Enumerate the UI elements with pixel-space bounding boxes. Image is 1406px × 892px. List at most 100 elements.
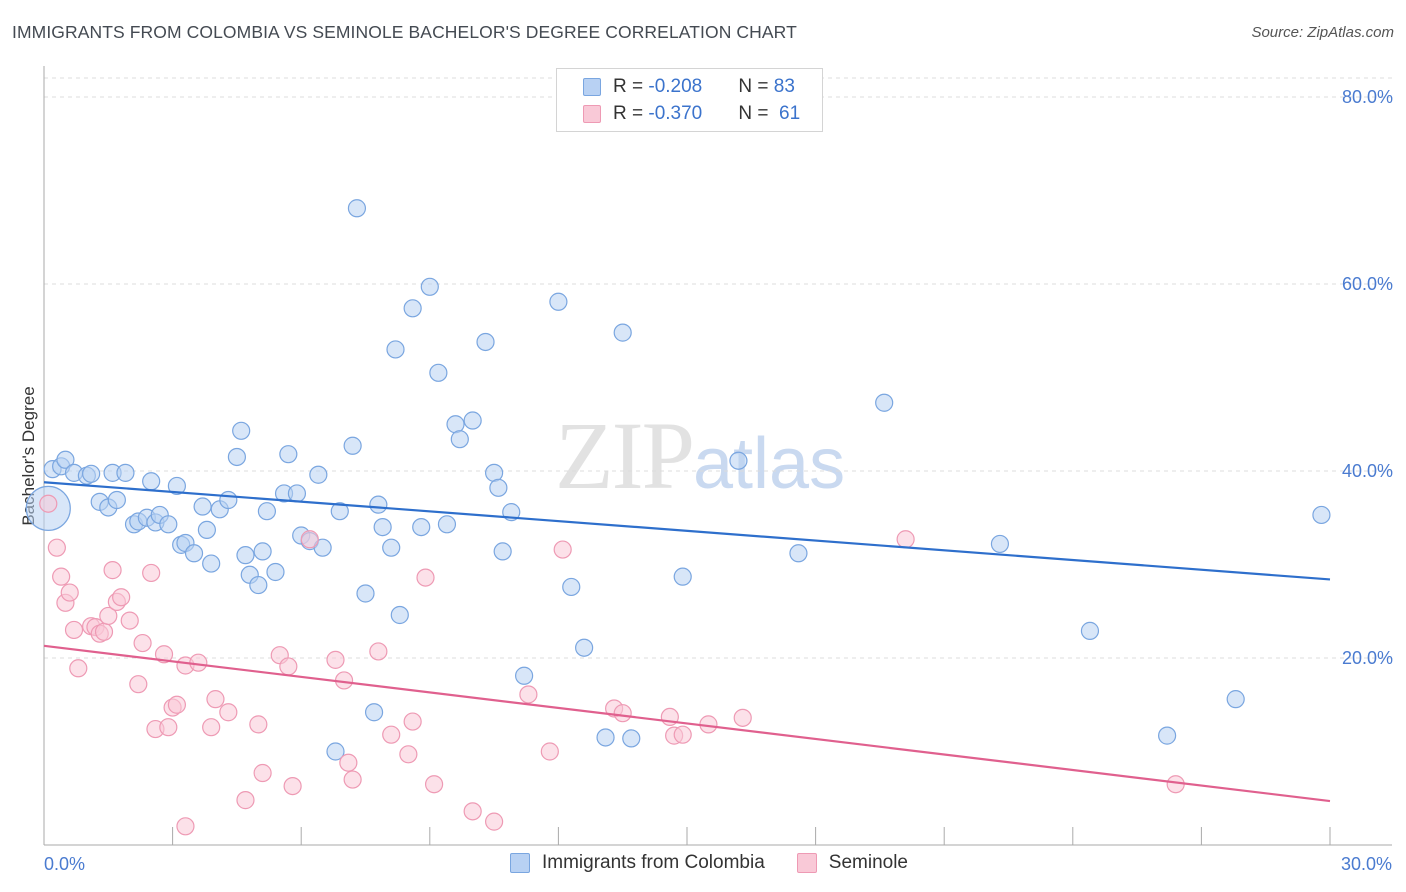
point-seminole: [300, 530, 319, 549]
point-colombia: [990, 534, 1010, 554]
point-seminole: [403, 712, 422, 731]
point-colombia: [356, 584, 375, 603]
chart-title: IMMIGRANTS FROM COLOMBIA VS SEMINOLE BAC…: [12, 22, 797, 42]
point-seminole: [382, 725, 401, 744]
point-colombia: [476, 332, 495, 352]
point-seminole: [540, 742, 559, 761]
point-seminole: [39, 494, 58, 513]
point-colombia: [197, 520, 216, 540]
point-colombia: [562, 577, 581, 597]
point-colombia: [386, 340, 405, 359]
legend-r-label: R =: [613, 103, 649, 124]
legend-r-label: R =: [613, 76, 649, 97]
legend-row-seminole: R = -0.370 N = 61: [583, 102, 800, 126]
point-seminole: [154, 645, 174, 664]
legend-n-label: N =: [738, 103, 774, 124]
point-colombia: [789, 544, 808, 563]
series-legend: Immigrants from Colombia Seminole: [510, 852, 940, 874]
point-seminole: [176, 817, 195, 836]
legend-n-label: N =: [738, 76, 774, 97]
point-colombia: [202, 554, 221, 573]
point-seminole: [236, 791, 255, 810]
point-colombia: [420, 277, 439, 296]
point-colombia: [219, 490, 238, 510]
point-colombia: [403, 299, 422, 318]
point-colombia: [382, 538, 401, 557]
point-colombia: [82, 464, 101, 483]
point-seminole: [424, 775, 444, 794]
point-colombia: [184, 544, 204, 563]
x-tick-label-max: 30.0%: [1341, 854, 1392, 874]
legend-r-value-seminole: -0.370: [648, 103, 703, 124]
point-colombia: [493, 542, 512, 561]
legend-label-colombia: Immigrants from Colombia: [542, 852, 765, 873]
point-colombia: [463, 411, 482, 430]
point-seminole: [326, 650, 345, 669]
watermark-zip: ZIP: [555, 402, 695, 509]
stats-legend: R = -0.208 N = 83 R = -0.370 N = 61: [556, 68, 823, 132]
point-seminole: [219, 703, 238, 722]
point-colombia: [429, 363, 448, 382]
point-colombia: [56, 450, 75, 469]
legend-r-value-colombia: -0.208: [648, 76, 703, 97]
point-colombia: [1158, 726, 1177, 745]
point-colombia: [1080, 621, 1100, 640]
source-label: Source: ZipAtlas.com: [1251, 24, 1394, 41]
point-colombia: [249, 575, 268, 595]
point-colombia: [236, 546, 255, 565]
point-colombia: [326, 742, 345, 761]
point-colombia: [875, 393, 894, 412]
point-colombia: [343, 436, 362, 455]
point-colombia: [159, 515, 178, 534]
point-seminole: [519, 685, 538, 704]
point-colombia: [193, 497, 212, 516]
legend-n-value-seminole: 61: [773, 103, 801, 124]
point-colombia: [485, 463, 504, 482]
point-colombia: [347, 199, 367, 218]
point-colombia: [446, 415, 465, 434]
point-seminole: [142, 563, 161, 583]
point-seminole: [133, 633, 152, 653]
legend-item-colombia[interactable]: Immigrants from Colombia: [510, 852, 765, 874]
point-seminole: [343, 770, 362, 789]
x-tick-label-min: 0.0%: [44, 854, 85, 874]
point-colombia: [373, 517, 392, 537]
point-colombia: [330, 502, 349, 521]
point-seminole: [94, 622, 114, 641]
point-colombia: [313, 538, 332, 557]
y-tick-label: 20.0%: [1342, 648, 1393, 668]
trend-line-colombia: [43, 481, 1331, 581]
point-seminole: [206, 690, 225, 709]
point-seminole: [399, 745, 418, 764]
point-seminole: [283, 776, 302, 796]
point-seminole: [249, 715, 268, 734]
watermark: ZIPatlas: [555, 400, 845, 511]
point-colombia: [515, 666, 534, 685]
point-seminole: [64, 620, 84, 640]
trend-line-seminole: [43, 644, 1331, 803]
legend-swatch-blue: [583, 78, 601, 96]
point-seminole: [896, 530, 915, 549]
point-colombia: [253, 542, 272, 561]
point-colombia: [227, 447, 246, 467]
point-colombia: [437, 515, 457, 534]
point-colombia: [613, 323, 632, 342]
point-seminole: [52, 567, 71, 586]
point-colombia: [1312, 505, 1331, 525]
point-seminole: [159, 718, 178, 737]
legend-item-seminole[interactable]: Seminole: [796, 852, 908, 874]
point-seminole: [47, 538, 66, 557]
y-axis-title: Bachelor's Degree: [19, 386, 38, 525]
point-colombia: [575, 638, 594, 657]
point-seminole: [120, 611, 139, 630]
point-seminole: [673, 725, 692, 744]
point-seminole: [60, 583, 79, 602]
y-tick-label: 40.0%: [1342, 461, 1393, 481]
point-colombia: [257, 502, 277, 521]
point-colombia: [729, 451, 748, 470]
point-colombia: [309, 465, 328, 484]
legend-swatch-seminole: [796, 853, 817, 873]
point-seminole: [279, 657, 298, 676]
point-colombia: [232, 421, 251, 440]
